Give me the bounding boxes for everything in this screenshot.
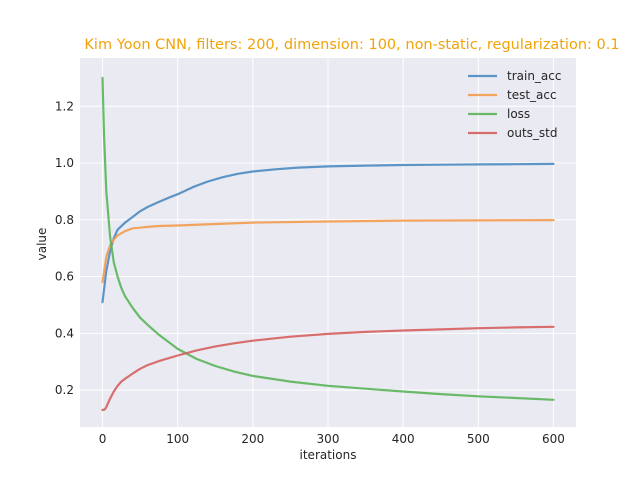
- y-tick-label: 0.4: [55, 326, 74, 340]
- chart-title: Kim Yoon CNN, filters: 200, dimension: 1…: [84, 37, 619, 53]
- y-axis-label: value: [35, 228, 49, 261]
- x-tick-label: 200: [241, 432, 264, 446]
- series-layer: [101, 76, 555, 412]
- x-tick-label: 0: [99, 432, 107, 446]
- x-tick-label: 500: [467, 432, 490, 446]
- y-tick-label: 1.0: [55, 156, 74, 170]
- series-line-test_acc: [101, 219, 555, 284]
- y-tick-label: 0.8: [55, 213, 74, 227]
- x-tick-label: 300: [317, 432, 340, 446]
- y-tick-label: 1.2: [55, 99, 74, 113]
- x-tick-label: 400: [392, 432, 415, 446]
- series-line-train_acc: [101, 162, 555, 304]
- x-axis-ticks: 0 100 200 300 400 500 600: [99, 432, 565, 446]
- legend-label-loss: loss: [507, 107, 530, 121]
- series-line-outs_std: [101, 325, 555, 412]
- legend-label-test_acc: test_acc: [507, 88, 557, 102]
- legend-label-train_acc: train_acc: [507, 69, 561, 83]
- series-line-loss: [101, 76, 555, 401]
- x-tick-label: 600: [542, 432, 565, 446]
- x-tick-label: 100: [166, 432, 189, 446]
- y-tick-label: 0.6: [55, 270, 74, 284]
- y-axis-ticks: 0.2 0.4 0.6 0.8 1.0 1.2: [55, 99, 74, 397]
- legend-label-outs_std: outs_std: [507, 126, 557, 140]
- y-tick-label: 0.2: [55, 383, 74, 397]
- x-axis-label: iterations: [300, 448, 357, 462]
